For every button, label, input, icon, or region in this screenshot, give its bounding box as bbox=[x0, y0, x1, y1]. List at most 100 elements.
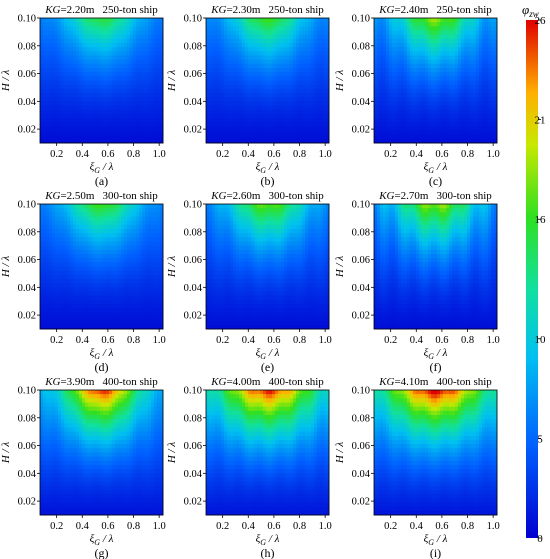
heatmap-cell bbox=[85, 18, 89, 23]
heatmap-cell bbox=[97, 76, 101, 81]
heatmap-cell bbox=[148, 229, 152, 234]
heatmap-cell bbox=[446, 109, 450, 115]
heatmap-cell bbox=[160, 22, 164, 27]
heatmap-cell bbox=[305, 134, 309, 140]
heatmap-cell bbox=[248, 130, 252, 136]
heatmap-cell bbox=[284, 126, 288, 131]
heatmap-cell bbox=[61, 80, 65, 86]
heatmap-cell bbox=[106, 88, 110, 94]
heatmap-cell bbox=[130, 105, 134, 111]
heatmap-cell bbox=[148, 266, 152, 272]
heatmap-cell bbox=[260, 118, 264, 123]
heatmap-cell bbox=[124, 18, 128, 23]
heatmap-cell bbox=[464, 138, 468, 144]
heatmap-cell bbox=[431, 80, 435, 86]
heatmap-cell bbox=[395, 68, 399, 73]
heatmap-cell bbox=[434, 97, 438, 102]
heatmap-cell bbox=[299, 72, 303, 77]
heatmap-cell bbox=[281, 22, 285, 27]
heatmap-cell bbox=[377, 84, 381, 90]
heatmap-cell bbox=[73, 138, 77, 144]
heatmap-cell bbox=[443, 113, 447, 119]
heatmap-cell bbox=[151, 283, 155, 288]
heatmap-cell bbox=[272, 43, 276, 48]
heatmap-cell bbox=[293, 68, 297, 73]
heatmap-cell bbox=[58, 72, 62, 77]
heatmap-cell bbox=[133, 216, 137, 222]
heatmap-cell bbox=[470, 34, 474, 40]
heatmap-cell bbox=[160, 34, 164, 40]
heatmap-cell bbox=[61, 118, 65, 123]
heatmap-cell bbox=[133, 93, 137, 98]
heatmap-cell bbox=[470, 43, 474, 48]
heatmap-cell bbox=[100, 113, 104, 119]
heatmap-cell bbox=[118, 312, 122, 317]
heatmap-cell bbox=[46, 68, 50, 73]
heatmap-cell bbox=[151, 233, 155, 238]
heatmap-cell bbox=[242, 109, 246, 115]
heatmap-cell bbox=[281, 126, 285, 131]
heatmap-cell bbox=[160, 134, 164, 140]
heatmap-cell bbox=[284, 80, 288, 86]
heatmap-cell bbox=[458, 18, 462, 23]
heatmap-cell bbox=[458, 93, 462, 98]
heatmap-cell bbox=[121, 68, 125, 73]
heatmap-cell bbox=[109, 55, 113, 61]
heatmap-cell bbox=[485, 84, 489, 90]
heatmap-cell bbox=[142, 138, 146, 144]
heatmap-cell bbox=[257, 55, 261, 61]
heatmap-cell bbox=[407, 113, 411, 119]
heatmap-cell bbox=[70, 30, 74, 36]
heatmap-cell bbox=[230, 55, 234, 61]
heatmap-cell bbox=[157, 233, 161, 238]
heatmap-cell bbox=[118, 63, 122, 69]
heatmap-cell bbox=[395, 26, 399, 31]
heatmap-cell bbox=[380, 93, 384, 98]
heatmap-cell bbox=[305, 22, 309, 27]
heatmap-cell bbox=[245, 84, 249, 90]
heatmap-cell bbox=[109, 220, 113, 226]
heatmap-cell bbox=[287, 93, 291, 98]
heatmap-cell bbox=[389, 122, 393, 127]
heatmap-cell bbox=[473, 80, 477, 86]
heatmap-cell bbox=[70, 138, 74, 144]
heatmap-cell bbox=[121, 51, 125, 56]
y-tick-label: 0.08 bbox=[184, 41, 202, 52]
heatmap-cell bbox=[485, 30, 489, 36]
heatmap-cell bbox=[407, 105, 411, 111]
heatmap-cell bbox=[85, 274, 89, 280]
heatmap-cell bbox=[61, 88, 65, 94]
heatmap-cell bbox=[257, 43, 261, 48]
heatmap-cell bbox=[160, 224, 164, 230]
heatmap-cell bbox=[151, 97, 155, 102]
heatmap-cell bbox=[157, 320, 161, 326]
heatmap-cell bbox=[254, 105, 258, 111]
heatmap-cell bbox=[374, 26, 378, 31]
heatmap-cell bbox=[103, 51, 107, 56]
heatmap-cell bbox=[296, 88, 300, 94]
heatmap-cell bbox=[106, 245, 110, 251]
heatmap-cell bbox=[380, 113, 384, 119]
heatmap-cell bbox=[263, 72, 267, 77]
heatmap-cell bbox=[425, 76, 429, 81]
heatmap-cell bbox=[467, 22, 471, 27]
heatmap-cell bbox=[377, 122, 381, 127]
heatmap-cell bbox=[103, 55, 107, 61]
heatmap-cell bbox=[455, 26, 459, 31]
heatmap-cell bbox=[145, 254, 149, 259]
heatmap-cell bbox=[425, 43, 429, 48]
heatmap-cell bbox=[422, 18, 426, 23]
heatmap-cell bbox=[383, 80, 387, 86]
heatmap-cell bbox=[236, 72, 240, 77]
heatmap-cell bbox=[61, 22, 65, 27]
heatmap-cell bbox=[311, 138, 315, 144]
heatmap-cell bbox=[94, 324, 98, 330]
heatmap-cell bbox=[67, 122, 71, 127]
heatmap-cell bbox=[109, 30, 113, 36]
heatmap-cell bbox=[416, 22, 420, 27]
heatmap-cell bbox=[272, 55, 276, 61]
heatmap-cell bbox=[133, 34, 137, 40]
heatmap-cell bbox=[239, 59, 243, 65]
heatmap-cell bbox=[227, 113, 231, 119]
